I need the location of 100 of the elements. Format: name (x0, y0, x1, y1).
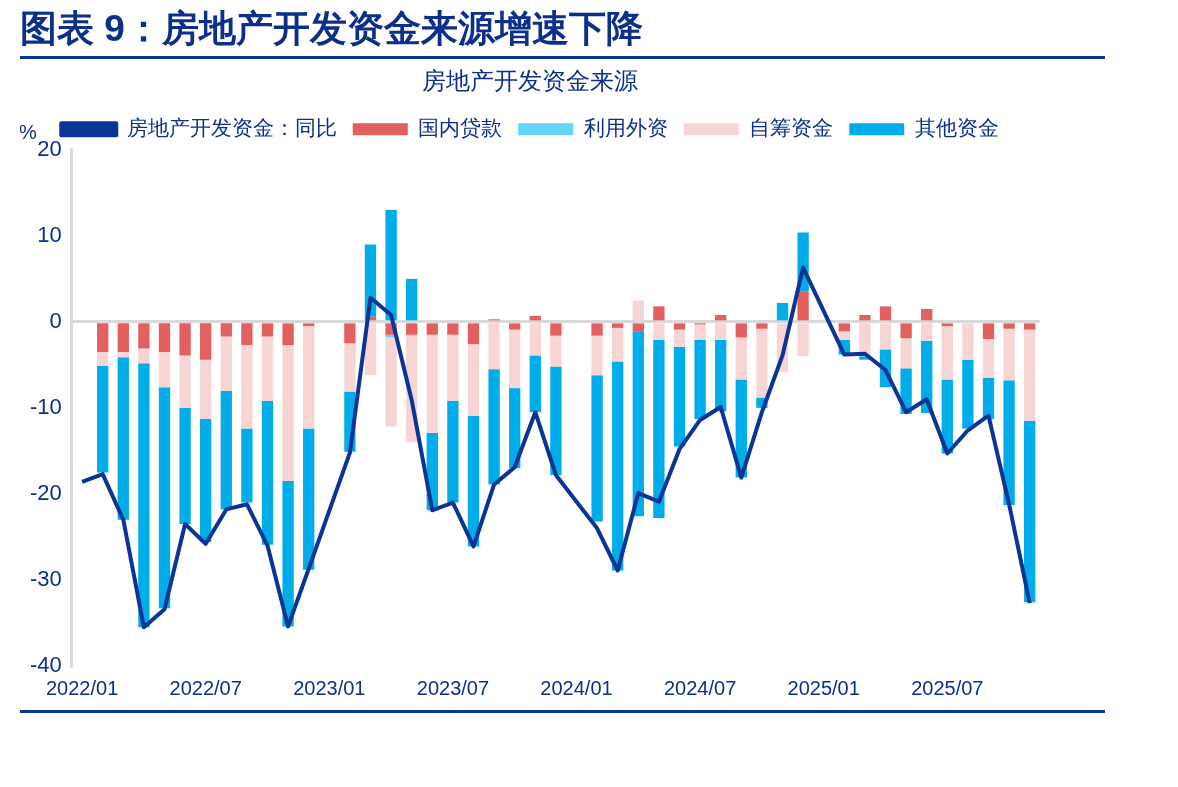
legend-label: 利用外资 (583, 116, 668, 140)
bar (117, 323, 129, 352)
bar (591, 323, 603, 336)
bar (261, 323, 274, 337)
bar (673, 329, 686, 347)
bar (488, 323, 500, 370)
bar (921, 323, 933, 341)
bar (632, 323, 644, 332)
bar (241, 323, 253, 346)
bar (1003, 380, 1015, 506)
x-tick-label: 2025/01 (787, 676, 860, 699)
bar (735, 337, 747, 380)
bar (117, 357, 129, 520)
y-tick-label: -20 (30, 480, 62, 505)
y-tick-label: -40 (30, 652, 62, 678)
bar (200, 419, 212, 543)
bar (982, 339, 995, 378)
bar (220, 390, 232, 510)
bar (406, 278, 418, 321)
bar (282, 345, 294, 482)
bar (715, 323, 727, 340)
bar (220, 336, 232, 391)
bar (447, 334, 459, 402)
bar (117, 351, 129, 358)
bar (1024, 420, 1036, 603)
bar (261, 401, 274, 545)
bar (653, 323, 665, 340)
bar (220, 323, 232, 337)
bar (97, 351, 109, 366)
x-tick-label: 2023/01 (293, 676, 366, 699)
bar (715, 314, 727, 321)
bar (941, 323, 953, 327)
bar (612, 323, 624, 328)
bar (653, 339, 665, 519)
bar (1003, 328, 1015, 381)
bar (406, 323, 418, 335)
bar (282, 481, 294, 627)
bar (694, 339, 706, 420)
legend-label: 自筹资金 (749, 116, 834, 140)
bar (900, 323, 912, 339)
bar (344, 323, 356, 344)
bar (550, 366, 562, 476)
y-tick-label: -10 (30, 393, 62, 419)
bar (282, 323, 294, 346)
bar (261, 336, 274, 402)
bar (138, 348, 150, 364)
bar (509, 329, 521, 389)
bar (303, 428, 315, 570)
bar (982, 323, 995, 340)
bar (673, 323, 686, 330)
bar (838, 323, 850, 332)
bar (200, 323, 212, 360)
bar (303, 326, 315, 429)
bar (962, 323, 974, 360)
bar (138, 323, 150, 349)
bar (756, 328, 768, 398)
bar (715, 339, 727, 412)
bar (612, 361, 624, 571)
bar (859, 314, 871, 321)
bar (879, 323, 892, 350)
x-tick-label: 2022/01 (45, 676, 119, 699)
bar (426, 323, 438, 335)
bar (158, 323, 171, 352)
bar (488, 369, 500, 485)
bar (97, 365, 109, 473)
bar (344, 343, 356, 392)
bar (838, 331, 850, 340)
bar (447, 323, 459, 335)
y-axis-title: % (19, 121, 38, 144)
bar (467, 344, 480, 416)
legend-label: 房地产开发资金：同比 (126, 116, 337, 140)
bar (385, 337, 397, 427)
x-tick-label: 2024/01 (540, 676, 613, 699)
bar (529, 323, 541, 356)
bar (1024, 329, 1036, 421)
legend-label: 其他资金 (914, 116, 999, 140)
bar (179, 407, 191, 525)
bar (653, 306, 665, 321)
bar (941, 326, 953, 380)
bar (179, 355, 191, 408)
y-tick-label: 10 (37, 221, 62, 247)
bar (467, 323, 480, 345)
bar (612, 327, 624, 362)
bar (921, 308, 933, 321)
bar (632, 300, 644, 321)
bar (550, 323, 562, 336)
chart-subtitle: 房地产开发资金来源 (422, 67, 638, 95)
bar (200, 359, 212, 420)
bar (550, 335, 562, 367)
bar (591, 375, 603, 522)
bar (776, 302, 789, 321)
bar (385, 210, 397, 321)
y-tick-label: 0 (49, 307, 62, 333)
bar (241, 345, 253, 429)
legend-label: 国内贷款 (418, 116, 503, 140)
bar (447, 401, 459, 503)
bar (529, 355, 541, 413)
y-tick-label: -30 (30, 566, 62, 592)
bar (179, 323, 191, 356)
bar (632, 331, 644, 517)
